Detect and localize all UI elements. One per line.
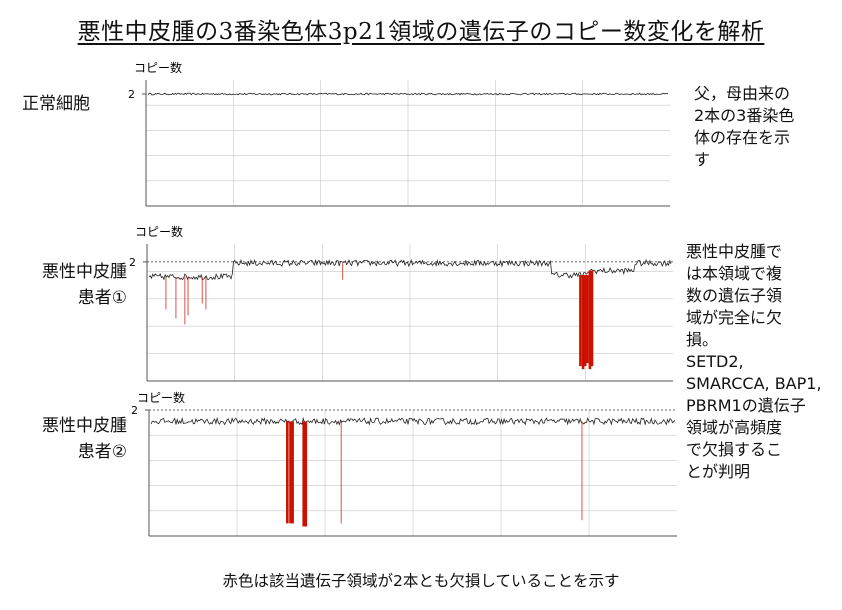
y-axis-label: コピー数 bbox=[137, 390, 185, 405]
copy-number-trace bbox=[148, 258, 672, 281]
side-note-normal-line: 父，母由来の bbox=[694, 84, 791, 103]
side-note-normal-line: 2本の3番染色 bbox=[694, 106, 795, 125]
side-note-tumor: 悪性中皮腫で は本領域で複 数の遺伝子領 域が完全に欠 損。 SETD2, SM… bbox=[686, 241, 822, 483]
side-note-tumor-line: SETD2, bbox=[686, 352, 744, 371]
y-tick-label: 2 bbox=[128, 88, 135, 101]
row-label-patient1-line1: 悪性中皮腫 bbox=[42, 262, 127, 282]
side-note-tumor-line: 数の遺伝子領 bbox=[686, 286, 783, 305]
y-tick-label: 2 bbox=[131, 404, 138, 417]
side-note-tumor-line: SMARCCA, BAP1, bbox=[686, 374, 822, 393]
row-label-patient2: 悪性中皮腫 患者② bbox=[42, 413, 127, 465]
side-note-tumor-line: 領域が高頻度 bbox=[686, 418, 783, 437]
side-note-normal-line: す bbox=[694, 150, 711, 169]
row-label-patient2-line1: 悪性中皮腫 bbox=[42, 416, 127, 436]
row-label-patient2-line2: 患者② bbox=[77, 442, 127, 462]
page-title: 悪性中皮腫の3番染色体3p21領域の遺伝子のコピー数変化を解析 bbox=[77, 19, 765, 45]
side-note-tumor-line: 悪性中皮腫で bbox=[686, 242, 783, 261]
side-note-tumor-line: 域が完全に欠 bbox=[686, 308, 783, 327]
y-axis-label: コピー数 bbox=[135, 224, 183, 239]
y-axis-label: コピー数 bbox=[134, 60, 182, 75]
copy-number-trace bbox=[150, 416, 676, 426]
row-label-patient1: 悪性中皮腫 患者① bbox=[42, 259, 127, 311]
side-note-tumor-line: とが判明 bbox=[686, 462, 751, 481]
side-note-tumor-line: PBRM1の遺伝子 bbox=[686, 396, 806, 415]
side-note-tumor-line: で欠損するこ bbox=[686, 440, 783, 459]
row-label-patient1-line2: 患者① bbox=[77, 288, 127, 308]
side-note-normal-line: 体の存在を示 bbox=[694, 128, 791, 147]
side-note-tumor-line: 損。 bbox=[686, 330, 719, 349]
y-tick-label: 2 bbox=[129, 256, 136, 269]
row-label-normal-line1: 正常細胞 bbox=[22, 94, 90, 114]
copy-number-trace bbox=[147, 92, 669, 96]
footer-caption: 赤色は該当遺伝子領域が2本とも欠損していることを示す bbox=[222, 572, 620, 590]
side-note-tumor-line: は本領域で複 bbox=[686, 264, 783, 283]
row-label-normal: 正常細胞 bbox=[22, 91, 90, 117]
side-note-normal: 父，母由来の 2本の3番染色 体の存在を示 す bbox=[694, 83, 794, 171]
